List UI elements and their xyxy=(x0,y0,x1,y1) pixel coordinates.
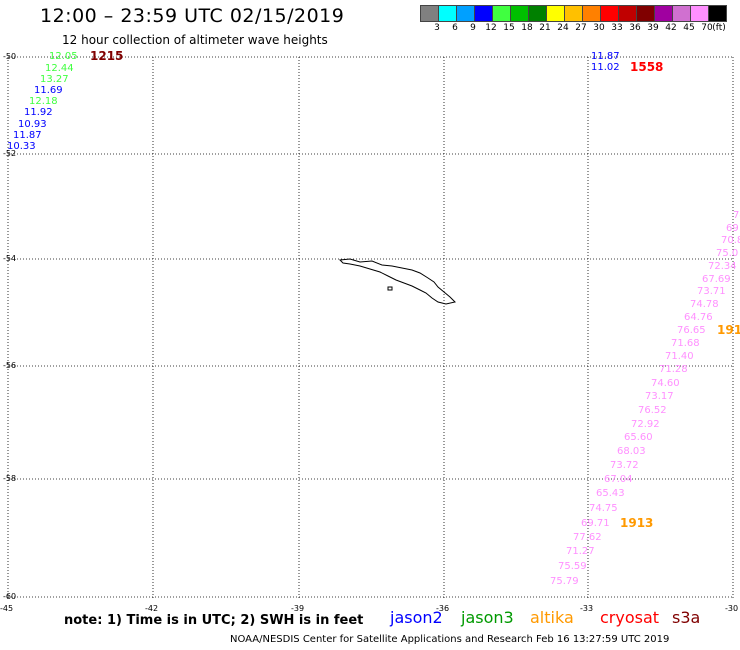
swh-reading: 65.43 xyxy=(596,488,625,499)
swh-reading: 74.60 xyxy=(651,378,680,389)
pass-time-label: 1215 xyxy=(90,49,124,63)
swh-reading: 67.69 xyxy=(702,274,731,285)
longitude-label: -33 xyxy=(580,604,594,613)
latitude-label: -50 xyxy=(3,52,17,61)
swh-reading: 10.93 xyxy=(18,119,47,130)
legend-label: 27 xyxy=(575,23,587,33)
latitude-label: -58 xyxy=(3,474,17,483)
legend-label: 15 xyxy=(503,23,515,33)
swh-reading: 64.76 xyxy=(684,312,713,323)
satellite-name: jason3 xyxy=(461,608,514,627)
swh-reading: 12.05 xyxy=(49,51,78,62)
satellite-name: altika xyxy=(530,608,574,627)
legend-label: 21 xyxy=(539,23,551,33)
swh-reading: 75.0 xyxy=(716,248,739,259)
swh-reading: 11.87 xyxy=(13,130,42,141)
south-georgia-coastline xyxy=(338,258,456,305)
swh-reading: 65.60 xyxy=(624,432,653,443)
legend-label: 24 xyxy=(557,23,569,33)
swh-reading: 76.52 xyxy=(638,405,667,416)
swh-reading: 74 xyxy=(733,210,740,221)
swh-reading: 11.02 xyxy=(591,62,620,73)
legend-label: 18 xyxy=(521,23,533,33)
credit-line: NOAA/NESDIS Center for Satellite Applica… xyxy=(230,634,670,645)
units-note: note: 1) Time is in UTC; 2) SWH is in fe… xyxy=(64,613,364,628)
satellite-name: s3a xyxy=(672,608,701,627)
legend-label: 30 xyxy=(593,23,605,33)
latitude-label: -56 xyxy=(3,361,17,370)
swh-reading: 68.03 xyxy=(617,446,646,457)
map-subtitle: 12 hour collection of altimeter wave hei… xyxy=(62,33,328,47)
swh-reading: 12.44 xyxy=(45,63,74,74)
swh-reading: 13.27 xyxy=(40,74,69,85)
legend-label: 42 xyxy=(665,23,677,33)
swh-reading: 70.8 xyxy=(721,235,740,246)
satellite-name: jason2 xyxy=(390,608,443,627)
swh-reading: 10.33 xyxy=(7,141,36,152)
legend-label: 3 xyxy=(434,23,440,33)
swh-reading: 71.28 xyxy=(659,364,688,375)
legend-label: 33 xyxy=(611,23,623,33)
pass-time-label: 1913 xyxy=(620,516,654,530)
latitude-label: -52 xyxy=(3,149,17,158)
swh-reading: 69.71 xyxy=(581,518,610,529)
legend-swatch xyxy=(708,5,727,22)
swh-reading: 72.34 xyxy=(708,261,737,272)
longitude-label: -39 xyxy=(291,604,305,613)
swh-reading: 77.62 xyxy=(573,532,602,543)
longitude-label: -36 xyxy=(436,604,450,613)
satellite-name: cryosat xyxy=(600,608,660,627)
latitude-label: -60 xyxy=(3,592,17,601)
swh-reading: 75.59 xyxy=(558,561,587,572)
swh-reading: 69 xyxy=(726,223,739,234)
swh-reading: 11.69 xyxy=(34,85,63,96)
island-fragment xyxy=(387,286,393,291)
latitude-label: -54 xyxy=(3,254,17,263)
swh-reading: 67.04 xyxy=(604,474,633,485)
legend-label: 36 xyxy=(629,23,641,33)
swh-reading: 76.65 xyxy=(677,325,706,336)
pass-time-label: 1558 xyxy=(630,60,664,74)
legend-unit: (ft) xyxy=(712,23,726,33)
longitude-label: -30 xyxy=(725,604,739,613)
swh-reading: 71.40 xyxy=(665,351,694,362)
swh-reading: 73.71 xyxy=(697,286,726,297)
swh-reading: 73.17 xyxy=(645,391,674,402)
legend-label: 39 xyxy=(647,23,659,33)
swh-reading: 11.87 xyxy=(591,51,620,62)
swh-reading: 74.75 xyxy=(589,503,618,514)
pass-time-label: 191 xyxy=(717,323,740,337)
swh-reading: 11.92 xyxy=(24,107,53,118)
swh-reading: 75.79 xyxy=(550,576,579,587)
legend-label: 70 xyxy=(701,23,713,33)
swh-reading: 73.72 xyxy=(610,460,639,471)
legend-label: 45 xyxy=(683,23,695,33)
swh-reading: 74.78 xyxy=(690,299,719,310)
map-title: 12:00 – 23:59 UTC 02/15/2019 xyxy=(40,5,345,27)
lat-lon-grid xyxy=(7,56,734,600)
swh-reading: 71.68 xyxy=(671,338,700,349)
legend-label: 12 xyxy=(485,23,497,33)
swh-reading: 72.92 xyxy=(631,419,660,430)
longitude-label: -42 xyxy=(145,604,159,613)
swh-reading: 71.27 xyxy=(566,546,595,557)
swh-reading: 12.18 xyxy=(29,96,58,107)
legend-label: 9 xyxy=(470,23,476,33)
legend-label: 6 xyxy=(452,23,458,33)
longitude-label: -45 xyxy=(0,604,14,613)
